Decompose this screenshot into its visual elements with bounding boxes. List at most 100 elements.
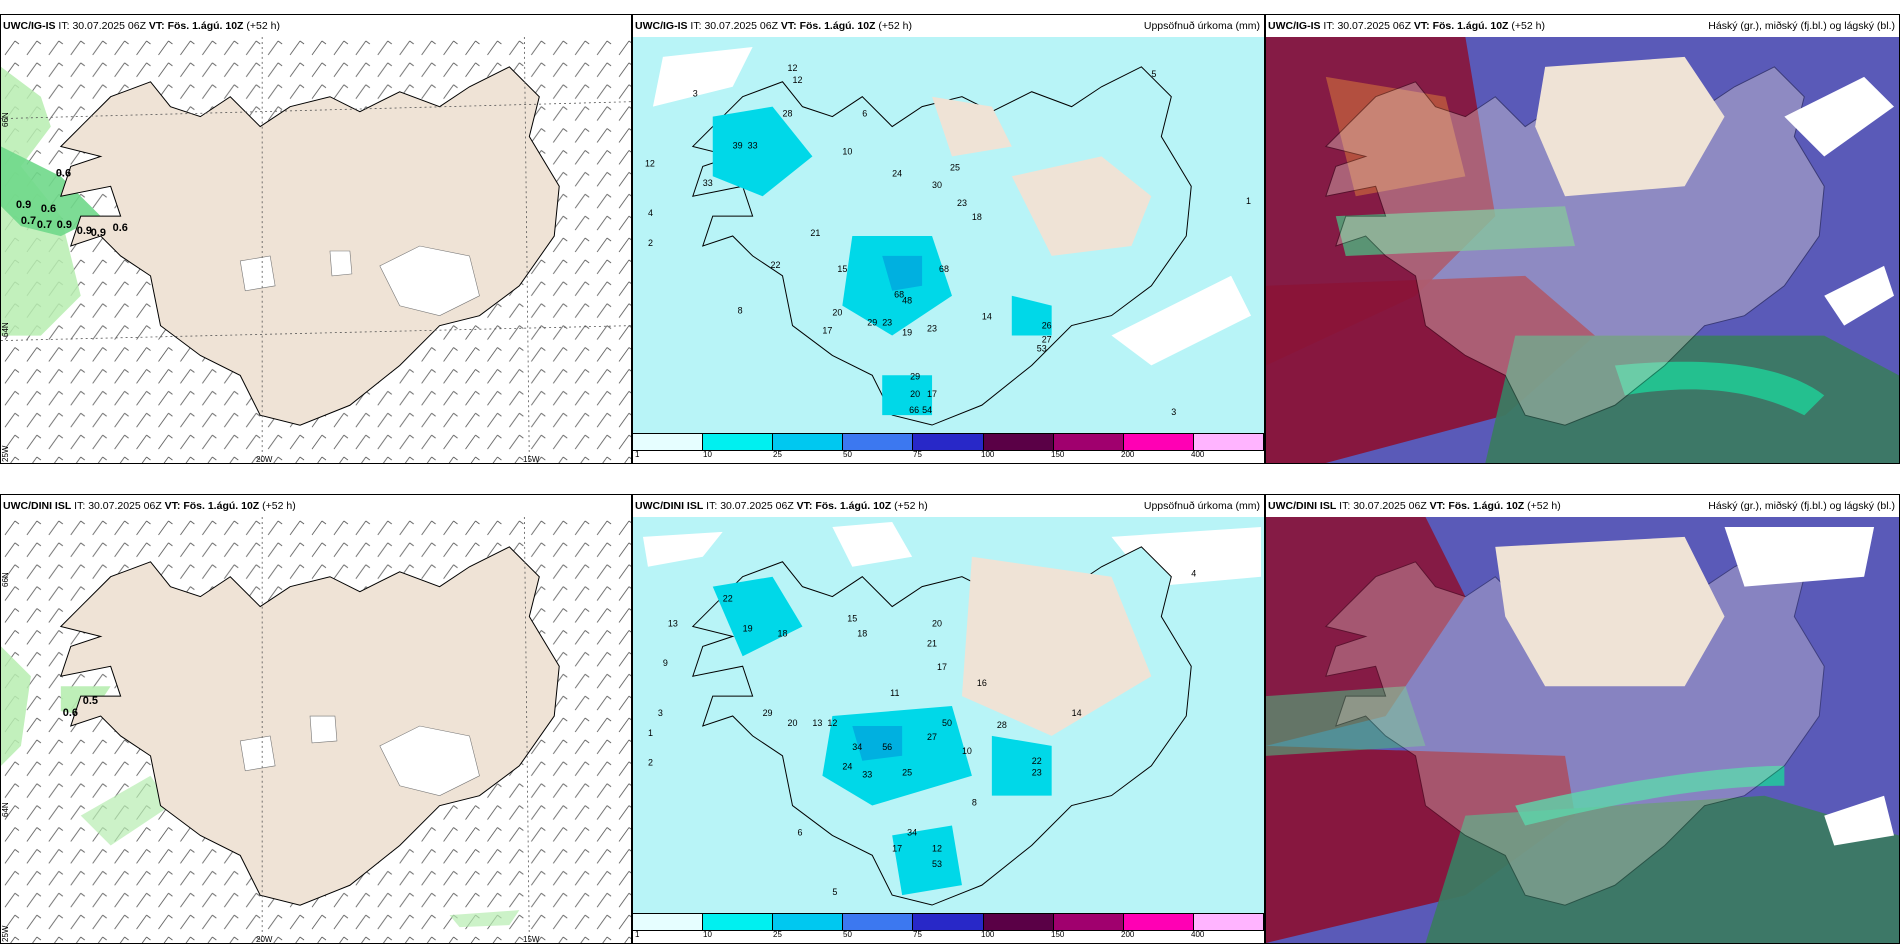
colorbar-tick: 200 [1121, 930, 1135, 939]
value-label: 0.6 [63, 707, 78, 719]
colorbar-tick: 400 [1191, 450, 1205, 459]
colorbar-swatch [1053, 914, 1124, 930]
value-label: 21 [927, 638, 937, 648]
value-label: 68 [894, 290, 904, 300]
colorbar-tick: 10 [703, 930, 712, 939]
value-label: 10 [962, 746, 972, 756]
wind-value-labels: 0.5 0.6 [63, 695, 98, 719]
value-label: 4 [648, 208, 653, 218]
value-label: 6 [862, 109, 867, 119]
colorbar-tick: 100 [981, 930, 995, 939]
wind-map-panel-bottom: UWC/DINI ISL IT: 30.07.2025 06Z VT: Fös.… [0, 494, 632, 944]
value-label: 28 [997, 720, 1007, 730]
value-label: 29 [763, 708, 773, 718]
colorbar-swatch [913, 914, 984, 930]
panel-header: UWC/IG-IS IT: 30.07.2025 06Z VT: Fös. 1.… [1266, 15, 1899, 37]
value-label: 20 [788, 718, 798, 728]
lat-label: 66N [1, 572, 10, 587]
value-label: 14 [1072, 708, 1082, 718]
iceland-land [59, 546, 560, 906]
lon-label: 15W [523, 455, 540, 464]
map-canvas[interactable]: 13 22 19 18 15 18 21 20 17 29 20 13 12 5… [633, 517, 1264, 913]
value-label: 33 [703, 178, 713, 188]
value-label: 19 [902, 328, 912, 338]
value-label: 48 [902, 296, 912, 306]
cloud-map-svg [1266, 37, 1899, 463]
value-label: 0.7 [37, 219, 52, 231]
value-label: 15 [847, 613, 857, 623]
lat-label: 64N [1, 802, 10, 817]
map-canvas[interactable]: 0.6 0.9 0.6 0.7 0.7 0.9 0.9 0.9 0.6 66N … [1, 37, 631, 463]
map-canvas[interactable] [1266, 517, 1899, 943]
colorbar-swatch [843, 914, 914, 930]
value-label: 0.6 [41, 203, 56, 215]
value-label: 30 [932, 180, 942, 190]
lon-label: 20W [256, 935, 273, 944]
panel-title-right: Háský (gr.), miðský (fj.bl.) og lágský (… [1708, 500, 1895, 512]
colorbar-tick: 25 [773, 930, 782, 939]
wind-map-svg: 0.6 0.9 0.6 0.7 0.7 0.9 0.9 0.9 0.6 [1, 37, 631, 463]
colorbar-tick: 1 [635, 930, 640, 939]
value-label: 22 [723, 594, 733, 604]
value-label: 0.6 [113, 222, 128, 234]
value-label: 13 [668, 618, 678, 628]
value-label: 0.6 [56, 167, 71, 179]
value-label: 17 [937, 662, 947, 672]
colorbar-tick: 150 [1051, 930, 1065, 939]
value-label: 4 [1191, 569, 1196, 579]
value-label: 24 [892, 168, 902, 178]
value-label: 25 [950, 162, 960, 172]
value-label: 12 [827, 718, 837, 728]
colorbar-swatch [1123, 434, 1194, 450]
value-label: 1 [648, 728, 653, 738]
value-label: 17 [892, 843, 902, 853]
precip-map-panel-top: UWC/IG-IS IT: 30.07.2025 06Z VT: Fös. 1.… [632, 14, 1265, 464]
value-label: 53 [1037, 343, 1047, 353]
colorbar-swatch [1053, 434, 1124, 450]
precip-map-svg: 13 22 19 18 15 18 21 20 17 29 20 13 12 5… [633, 517, 1264, 913]
value-label: 53 [932, 859, 942, 869]
wind-map-svg: 0.5 0.6 [1, 517, 631, 943]
colorbar-swatch [773, 914, 844, 930]
value-label: 29 [867, 318, 877, 328]
map-canvas[interactable] [1266, 37, 1899, 463]
value-label: 34 [852, 742, 862, 752]
panel-header: UWC/DINI ISL IT: 30.07.2025 06Z VT: Fös.… [633, 495, 1264, 517]
map-canvas[interactable]: 12 12 28 39 33 33 24 30 23 18 68 68 48 2… [633, 37, 1264, 433]
iceland-land [691, 66, 1192, 426]
colorbar-swatch [703, 434, 774, 450]
value-label: 0.9 [16, 199, 31, 211]
value-label: 66 [909, 405, 919, 415]
panel-header: UWC/DINI ISL IT: 30.07.2025 06Z VT: Fös.… [1266, 495, 1899, 517]
value-label: 3 [658, 708, 663, 718]
value-label: 39 [733, 140, 743, 150]
value-label: 0.9 [57, 219, 72, 231]
value-label: 18 [778, 628, 788, 638]
lat-label: 64N [1, 322, 10, 337]
colorbar-swatch [703, 914, 774, 930]
precip-value-labels: 13 22 19 18 15 18 21 20 17 29 20 13 12 5… [648, 569, 1196, 897]
value-label: 12 [932, 843, 942, 853]
colorbar-swatch [1193, 914, 1264, 930]
map-canvas[interactable]: 0.5 0.6 66N 64N 25W 20W 15W [1, 517, 631, 943]
panel-title-right: Uppsöfnuð úrkoma (mm) [1143, 20, 1260, 32]
value-label: 20 [910, 389, 920, 399]
value-label: 8 [972, 798, 977, 808]
value-label: 50 [942, 718, 952, 728]
value-label: 10 [842, 146, 852, 156]
value-label: 19 [743, 623, 753, 633]
panel-title-right: Háský (gr.), miðský (fj.bl.) og lágský (… [1708, 20, 1895, 32]
wind-map-panel-top: UWC/IG-IS IT: 30.07.2025 06Z VT: Fös. 1.… [0, 14, 632, 464]
value-label: 3 [1171, 407, 1176, 417]
colorbar-tick: 10 [703, 450, 712, 459]
colorbar-swatch [773, 434, 844, 450]
value-label: 0.7 [21, 215, 36, 227]
lon-label: 25W [1, 925, 10, 942]
colorbar-tick: 75 [913, 450, 922, 459]
precip-value-labels: 12 12 28 39 33 33 24 30 23 18 68 68 48 2… [645, 63, 1251, 417]
value-label: 15 [837, 264, 847, 274]
colorbar-tick: 200 [1121, 450, 1135, 459]
panel-header: UWC/DINI ISL IT: 30.07.2025 06Z VT: Fös.… [1, 495, 631, 517]
lon-label: 15W [523, 935, 540, 944]
lon-label: 20W [256, 455, 273, 464]
